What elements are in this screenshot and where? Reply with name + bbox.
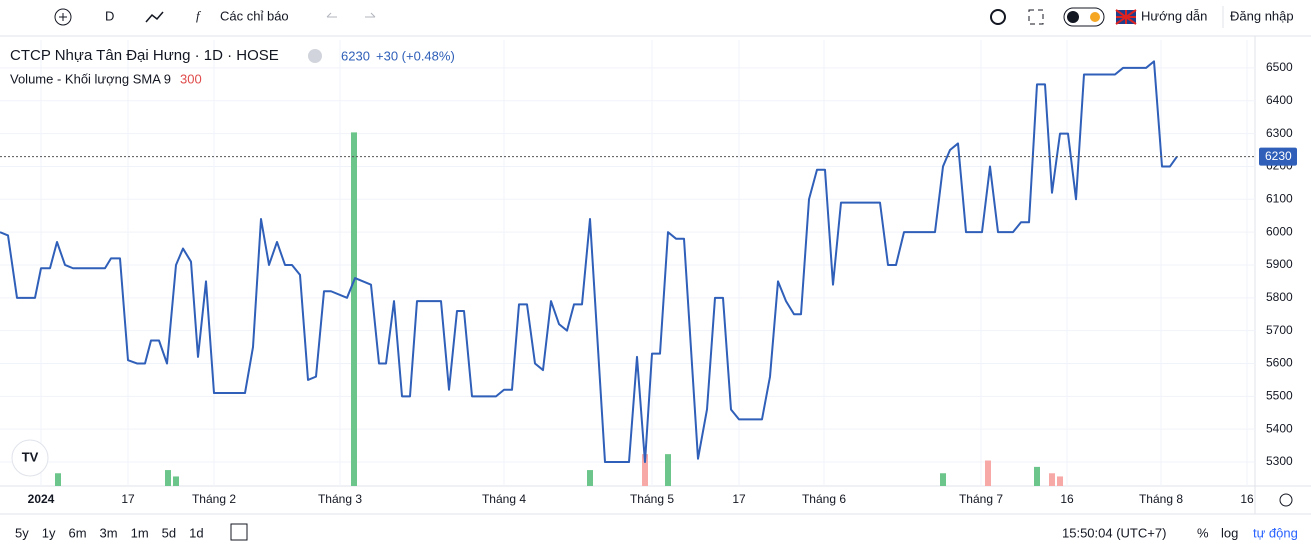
x-tick-label: Tháng 4 (482, 492, 526, 506)
axis-settings[interactable] (1279, 493, 1293, 507)
x-tick-label: 16 (1060, 492, 1074, 506)
y-tick-label: 5300 (1266, 454, 1293, 468)
log[interactable]: log (1221, 525, 1238, 540)
y-tick-label: 6000 (1266, 224, 1293, 238)
tv-logo[interactable] (11, 439, 49, 477)
volume-bar (940, 473, 946, 486)
percent[interactable]: % (1197, 525, 1209, 540)
add-icon (59, 13, 67, 21)
x-tick-label: Tháng 6 (802, 492, 846, 506)
status-dot (308, 49, 322, 63)
flag-cross (1115, 9, 1137, 25)
x-tick-label: 2024 (28, 492, 55, 506)
last-price-label: 6230 (1265, 149, 1292, 163)
auto[interactable]: tự động (1253, 525, 1298, 540)
fx-icon: f (196, 8, 202, 23)
x-tick-label: 17 (121, 492, 135, 506)
y-tick-label: 5500 (1266, 389, 1293, 403)
change: +30 (+0.48%) (376, 48, 455, 63)
volume-bar (587, 470, 593, 486)
last-price-box (1259, 147, 1297, 166)
volume-title: Volume - Khối lượng SMA 9 (10, 71, 171, 86)
y-tick-label: 5900 (1266, 257, 1293, 271)
x-tick-label: Tháng 2 (192, 492, 236, 506)
volume-bar (985, 460, 991, 486)
range-button[interactable]: 1m (131, 525, 149, 540)
y-tick-label: 5800 (1266, 290, 1293, 304)
range-button[interactable]: 1y (42, 525, 56, 540)
y-tick-label: 5700 (1266, 323, 1293, 337)
volume-bar (1034, 466, 1040, 486)
x-tick-label: Tháng 8 (1139, 492, 1183, 506)
volume-bar (173, 476, 179, 486)
volume-sma: 300 (180, 71, 202, 86)
volume-bar (351, 132, 357, 486)
volume-bar (665, 454, 671, 486)
range-button[interactable]: 1d (189, 525, 203, 540)
settings[interactable] (990, 9, 1006, 25)
y-tick-label: 5600 (1266, 356, 1293, 370)
y-tick-label: 6500 (1266, 60, 1293, 74)
x-tick-label: Tháng 7 (959, 492, 1003, 506)
price-line (0, 60, 1178, 464)
redo[interactable] (365, 12, 376, 18)
help[interactable]: Hướng dẫn (1141, 8, 1207, 23)
date-range-icon[interactable] (230, 523, 248, 541)
clock: 15:50:04 (UTC+7) (1062, 525, 1166, 540)
x-tick-label: Tháng 3 (318, 492, 362, 506)
volume-bar (1057, 476, 1063, 486)
login[interactable]: Đăng nhập (1230, 8, 1294, 23)
tv-logo-mark: TV (22, 449, 39, 464)
sun (1090, 12, 1100, 22)
chart-type[interactable] (145, 11, 164, 23)
indicators[interactable]: Các chỉ báo (220, 8, 289, 23)
volume-bar (642, 454, 648, 486)
volume-bar (165, 470, 171, 486)
toggle-knob (1067, 11, 1079, 23)
volume-bar (55, 473, 61, 486)
y-tick-label: 6100 (1266, 191, 1293, 205)
range-button[interactable]: 5y (15, 525, 29, 540)
y-tick-label: 6400 (1266, 93, 1293, 107)
undo[interactable] (326, 12, 337, 18)
x-tick-label: 16 (1240, 492, 1254, 506)
y-tick-label: 5400 (1266, 421, 1293, 435)
volume-bar (1049, 473, 1055, 486)
range-button[interactable]: 6m (68, 525, 86, 540)
add-symbol[interactable] (54, 8, 72, 26)
fullscreen[interactable] (1028, 9, 1044, 25)
interval[interactable]: D (105, 8, 114, 23)
last-price: 6230 (341, 48, 370, 63)
range-button[interactable]: 3m (100, 525, 118, 540)
x-tick-label: 17 (732, 492, 746, 506)
symbol: CTCP Nhựa Tân Đại Hưng · 1D · HOSE (10, 47, 279, 64)
range-button[interactable]: 5d (162, 525, 176, 540)
y-tick-label: 6300 (1266, 126, 1293, 140)
x-tick-label: Tháng 5 (630, 492, 674, 506)
